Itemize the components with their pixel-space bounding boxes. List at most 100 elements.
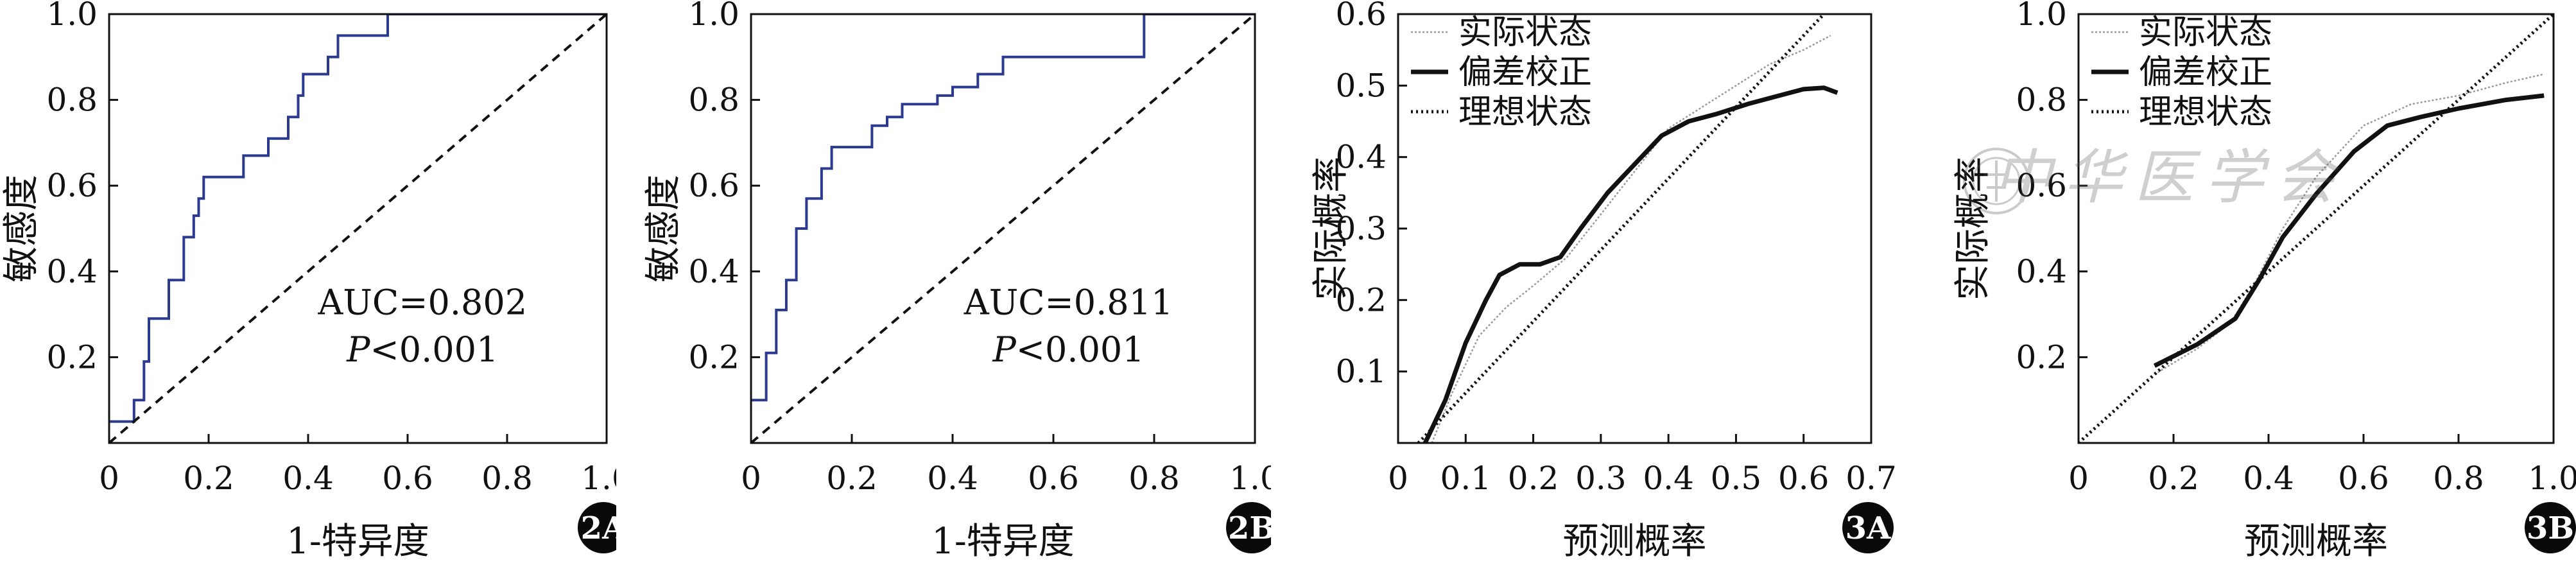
x-tick-label: 0.2 [1508, 460, 1559, 497]
watermark-text: 中华医学会 [1993, 143, 2346, 212]
legend-label: 偏差校正 [1458, 53, 1592, 92]
x-tick-label: 0.6 [2338, 460, 2389, 497]
auc-annotation: AUC=0.802 [317, 282, 527, 323]
p-symbol: P [346, 329, 371, 370]
plot-frame [2077, 13, 2555, 444]
series-line-偏差校正 [1422, 85, 1838, 443]
x-tick-label: 0 [1388, 460, 1408, 497]
series-line-reference-diagonal [751, 14, 1255, 443]
legend-label: 偏差校正 [2139, 53, 2272, 92]
x-tick-label: 0.4 [1643, 460, 1694, 497]
plot-frame [750, 13, 1256, 444]
y-tick-label: 1.0 [2016, 0, 2067, 33]
y-tick-label: 0.4 [2016, 253, 2067, 290]
plot-frame [108, 13, 608, 444]
legend-label: 理想状态 [2139, 93, 2272, 132]
panel-badge-label: 2B [1228, 510, 1271, 546]
calibration-chart-3a: 0 0.1 0.2 0.3 0.4 0.5 0.6 0.7 0.1 0.2 0.3 0.4 0.5 0.6… [1310, 0, 1897, 562]
watermark-seal-mark [1984, 160, 2009, 202]
x-tick-label: 0.8 [1128, 460, 1180, 497]
y-tick-label: 0.6 [1335, 0, 1387, 33]
x-tick-label: 0.2 [826, 460, 877, 497]
x-tick-label: 0.4 [2243, 460, 2294, 497]
series-line-理想状态 [2079, 14, 2554, 443]
watermark-logo: 中华医学会 [1963, 143, 2346, 214]
x-tick-label: 0.6 [1028, 460, 1079, 497]
y-tick-label: 0.3 [1335, 210, 1387, 247]
p-symbol: P [992, 329, 1017, 370]
y-tick-label: 1.0 [46, 0, 98, 33]
y-tick-label: 0.6 [688, 167, 739, 204]
y-tick-label: 0.5 [1335, 67, 1387, 104]
panel-badge [2525, 502, 2576, 553]
y-axis-label: 实际概率 [1310, 157, 1352, 300]
x-tick-label: 0.4 [927, 460, 978, 497]
panel-badge [1226, 502, 1277, 553]
chart-panel-2b: 0 0.2 0.4 0.6 0.8 1.0 0.2 0.4 0.6 0.8 1.0 1-特异度 敏感度 2… [642, 0, 1281, 569]
y-axis-label: 实际概率 [1952, 157, 1994, 300]
legend-label: 理想状态 [1458, 93, 1592, 132]
series-line-reference-diagonal [109, 14, 607, 443]
x-tick-label: 0.6 [382, 460, 433, 497]
x-axis-label: 1-特异度 [286, 521, 429, 562]
x-tick-label: 0.2 [2148, 460, 2199, 497]
y-tick-label: 1.0 [688, 0, 739, 33]
x-tick-label: 0 [2068, 460, 2089, 497]
panel-badge-label: 3A [1846, 510, 1891, 546]
series-line-roc-curve [109, 14, 607, 423]
chart-panel-3a: 0 0.1 0.2 0.3 0.4 0.5 0.6 0.7 0.1 0.2 0.3 0.4 0.5 0.6… [1284, 0, 1926, 569]
series-line-roc-curve [751, 14, 1255, 402]
x-tick-label: 0 [99, 460, 119, 497]
auc-annotation: AUC=0.811 [964, 282, 1173, 323]
p-threshold: <0.001 [1016, 329, 1145, 370]
panel-badge-label: 2A [581, 510, 616, 546]
x-tick-label: 0.8 [481, 460, 533, 497]
watermark-seal [1963, 148, 2030, 214]
roc-chart-2b: 0 0.2 0.4 0.6 0.8 1.0 0.2 0.4 0.6 0.8 1.0 1-特异度 敏感度 2… [643, 0, 1281, 562]
x-tick-label: 0 [741, 460, 761, 497]
y-tick-label: 0.2 [2016, 338, 2067, 376]
x-tick-label: 0.1 [1440, 460, 1492, 497]
x-tick-label: 1.0 [1229, 460, 1271, 497]
p-threshold: <0.001 [370, 329, 499, 370]
y-tick-label: 0.2 [688, 338, 739, 376]
y-tick-label: 0.8 [2016, 82, 2067, 119]
roc-chart-2a: 0 0.2 0.4 0.6 0.8 1.0 0.2 0.4 0.6 0.8 1.0 1-特异度 敏感度 2… [1, 0, 632, 562]
y-tick-label: 0.8 [46, 82, 98, 119]
legend-label: 实际状态 [1458, 13, 1592, 52]
y-axis-label: 敏感度 [643, 175, 684, 282]
panel-badge [1842, 502, 1894, 553]
x-tick-label: 0.7 [1846, 460, 1897, 497]
x-tick-label: 0.8 [2433, 460, 2484, 497]
x-tick-label: 0.2 [183, 460, 234, 497]
y-axis-label: 敏感度 [1, 175, 42, 282]
x-tick-label: 1.0 [581, 460, 616, 497]
x-tick-label: 1.0 [2528, 460, 2576, 497]
y-tick-label: 0.2 [1335, 281, 1387, 318]
x-tick-label: 0.4 [282, 460, 334, 497]
series-line-偏差校正 [2153, 93, 2545, 368]
calibration-chart-3b: 0 0.2 0.4 0.6 0.8 1.0 0.2 0.4 0.6 0.8 1.0 预测概率 实际概率 3… [1952, 0, 2576, 562]
y-tick-label: 0.6 [2016, 167, 2067, 204]
x-axis-label: 1-特异度 [931, 521, 1075, 562]
y-tick-label: 0.8 [688, 82, 739, 119]
x-axis-label: 预测概率 [2244, 521, 2388, 562]
x-tick-label: 0.3 [1575, 460, 1627, 497]
p-value-annotation: P<0.001 [992, 329, 1144, 370]
y-tick-label: 0.4 [46, 253, 98, 290]
series-line-实际状态 [1431, 35, 1831, 443]
y-tick-label: 0.6 [46, 167, 98, 204]
y-tick-label: 0.4 [1335, 139, 1387, 176]
chart-panel-2a: 0 0.2 0.4 0.6 0.8 1.0 0.2 0.4 0.6 0.8 1.0 1-特异度 敏感度 2… [0, 0, 632, 569]
y-tick-label: 0.1 [1335, 353, 1387, 390]
watermark-seal-inner [1972, 157, 2021, 205]
y-tick-label: 0.4 [688, 253, 739, 290]
panel-badge-label: 3B [2527, 510, 2574, 546]
p-value-annotation: P<0.001 [346, 329, 498, 370]
chart-panel-3b: 0 0.2 0.4 0.6 0.8 1.0 0.2 0.4 0.6 0.8 1.0 预测概率 实际概率 3… [1926, 0, 2576, 569]
x-tick-label: 0.6 [1778, 460, 1829, 497]
y-tick-label: 0.2 [46, 338, 98, 376]
legend-label: 实际状态 [2139, 13, 2272, 52]
x-tick-label: 0.5 [1711, 460, 1762, 497]
x-axis-label: 预测概率 [1563, 521, 1707, 562]
